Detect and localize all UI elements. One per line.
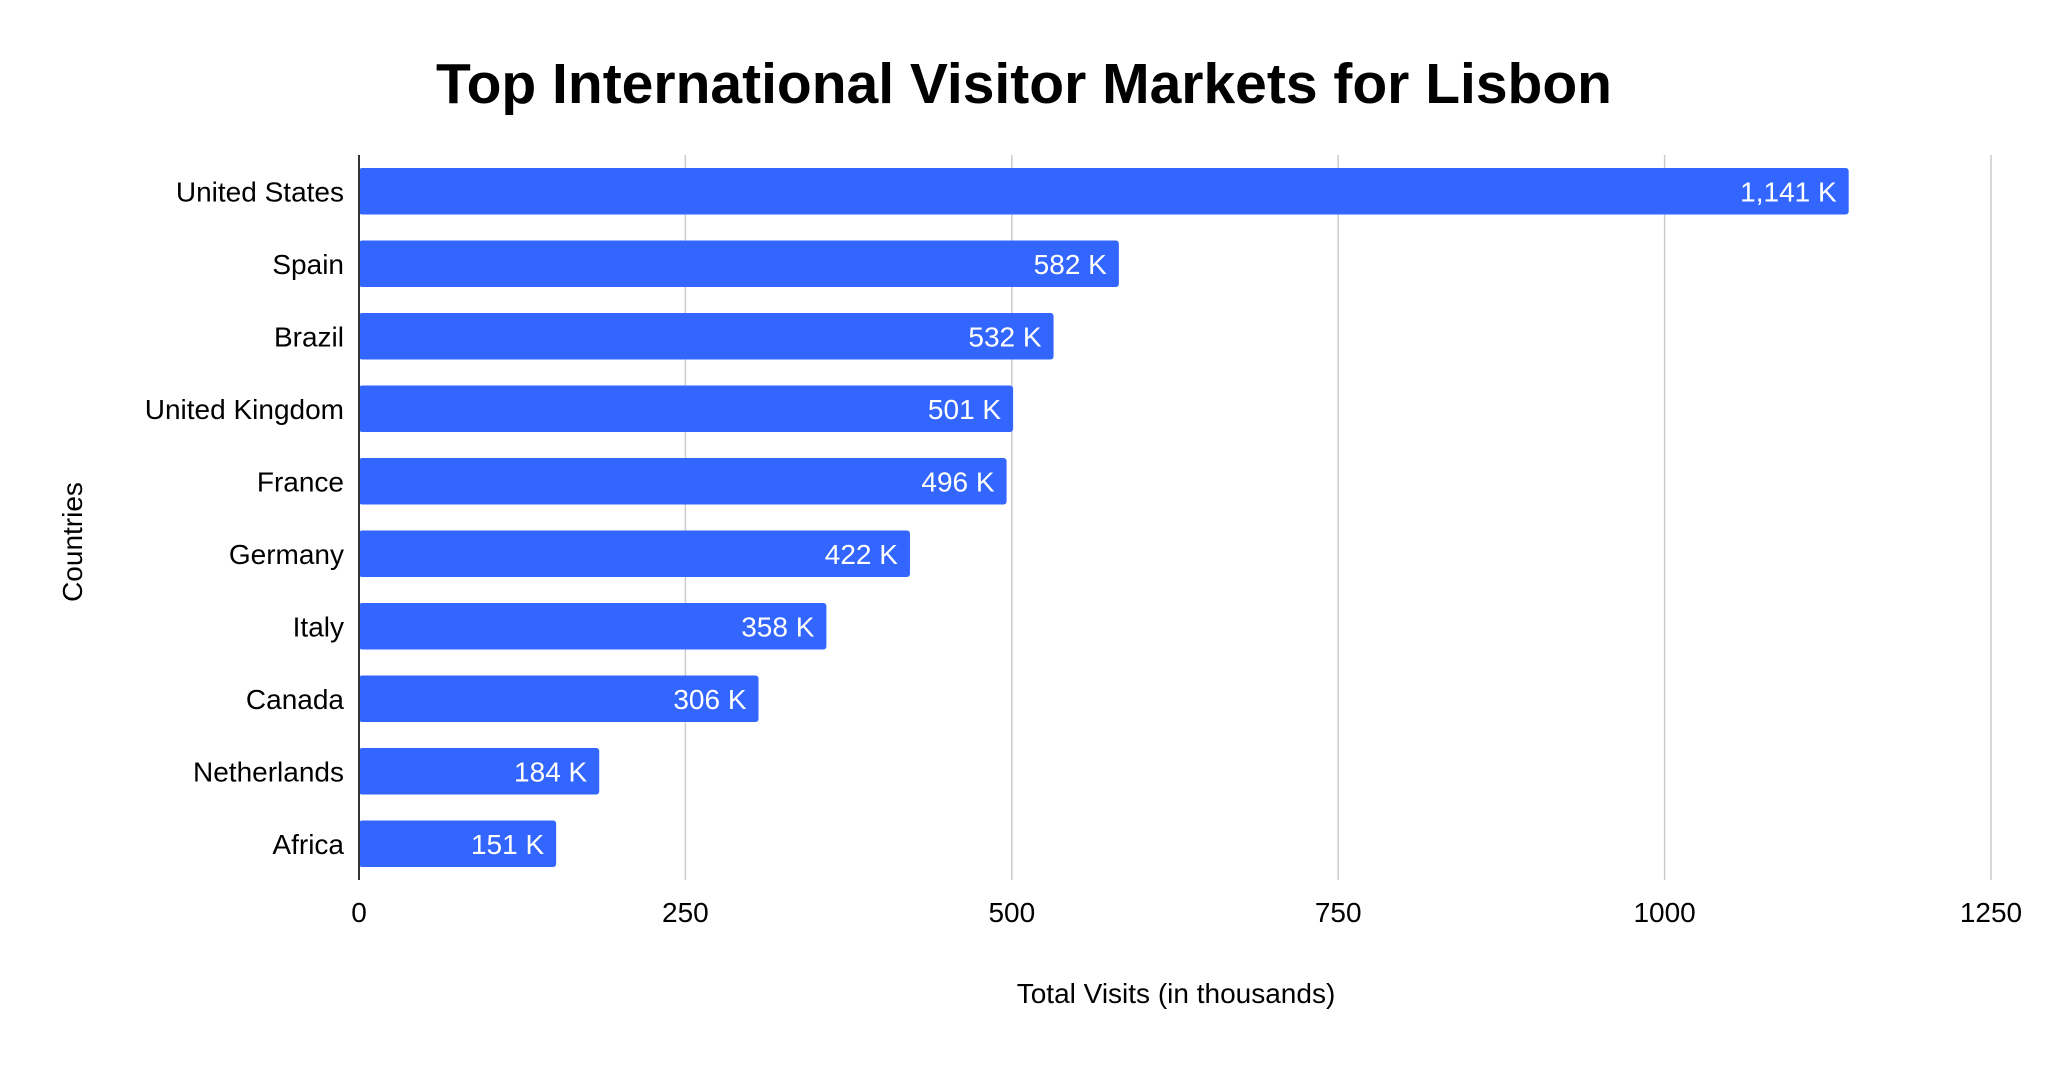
x-tick-label-250: 250: [662, 897, 709, 928]
category-label-france: France: [257, 466, 344, 497]
x-tick-labels: 0 250 500 750 1000 1250: [351, 897, 2022, 928]
data-label-france: 496 K: [921, 466, 994, 497]
bar-netherlands: [359, 748, 600, 795]
x-tick-label-1000: 1000: [1633, 897, 1695, 928]
category-label-spain: Spain: [272, 249, 344, 280]
bar-united-states: [359, 168, 1849, 215]
bar-france: [359, 458, 1007, 505]
data-label-africa: 151 K: [471, 829, 544, 860]
data-label-germany: 422 K: [825, 539, 898, 570]
bar-africa: [359, 820, 557, 867]
bar-italy: [359, 603, 827, 650]
x-tick-label-1250: 1250: [1960, 897, 2022, 928]
category-label-africa: Africa: [272, 829, 344, 860]
category-labels: United States Spain Brazil United Kingdom Fr…: [145, 176, 345, 860]
bar-germany: [359, 530, 910, 577]
bar-spain: [359, 240, 1119, 287]
category-label-united-states: United States: [176, 176, 344, 207]
category-label-netherlands: Netherlands: [193, 756, 344, 787]
data-label-canada: 306 K: [673, 684, 746, 715]
bar-canada: [359, 675, 759, 722]
category-label-italy: Italy: [293, 611, 344, 642]
data-label-united-states: 1,141 K: [1740, 176, 1837, 207]
y-axis-title: Countries: [57, 482, 88, 602]
x-axis-title: Total Visits (in thousands): [1017, 978, 1336, 1009]
data-label-italy: 358 K: [741, 611, 814, 642]
bar-brazil: [359, 313, 1054, 360]
data-label-brazil: 532 K: [968, 321, 1041, 352]
data-label-netherlands: 184 K: [514, 756, 587, 787]
data-label-united-kingdom: 501 K: [928, 394, 1001, 425]
category-label-brazil: Brazil: [274, 321, 344, 352]
category-label-united-kingdom: United Kingdom: [145, 394, 344, 425]
chart-title: Top International Visitor Markets for Li…: [436, 52, 1612, 116]
category-label-canada: Canada: [246, 684, 345, 715]
data-label-spain: 582 K: [1034, 249, 1107, 280]
x-tick-label-750: 750: [1315, 897, 1362, 928]
x-tick-label-0: 0: [351, 897, 367, 928]
category-label-germany: Germany: [229, 539, 344, 570]
bar-united-kingdom: [359, 385, 1014, 432]
bars: 1,141 K 582 K 532 K 501 K 496 K 422 K 358 K 306…: [359, 168, 1849, 867]
x-tick-label-500: 500: [988, 897, 1035, 928]
